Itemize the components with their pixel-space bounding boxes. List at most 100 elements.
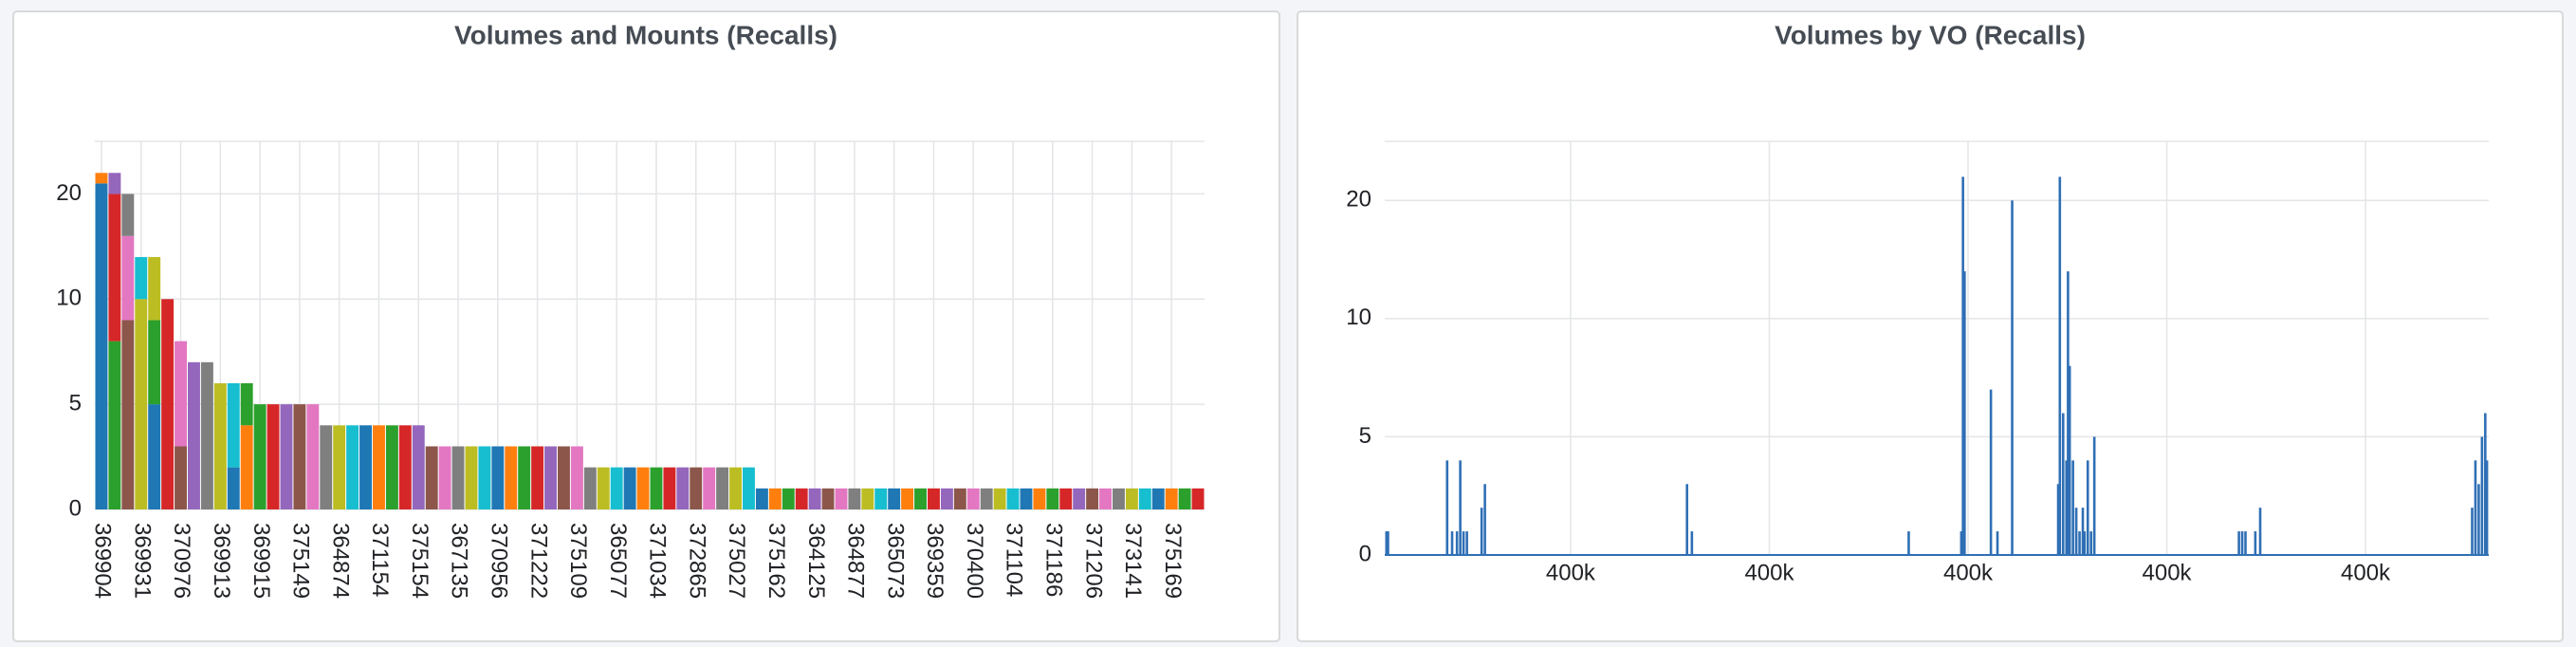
bar-segment	[729, 467, 742, 509]
bar-segment	[280, 404, 293, 509]
bar	[1387, 531, 1389, 555]
bar	[2254, 531, 2257, 555]
bar-segment	[148, 320, 161, 405]
bar-segment	[398, 425, 412, 509]
bar	[1462, 531, 1465, 555]
x-tick-label: 370956	[486, 523, 511, 599]
bar-segment	[293, 404, 306, 509]
bar	[1480, 508, 1483, 555]
bar-segment	[928, 488, 940, 509]
bar-segment	[1151, 488, 1165, 509]
bar	[2480, 436, 2484, 555]
bar-segment	[491, 446, 505, 509]
x-tick-label: 375154	[407, 523, 432, 599]
bar-segment	[861, 488, 874, 509]
bar	[2474, 460, 2477, 555]
bar-segment	[808, 488, 821, 509]
bar-segment	[95, 183, 108, 510]
bar-segment	[690, 467, 703, 509]
bar-segment	[953, 488, 966, 509]
bar	[2011, 200, 2014, 556]
bar-segment	[465, 446, 478, 509]
bar-segment	[518, 446, 531, 509]
bar-segment	[1073, 488, 1086, 509]
bar-segment	[148, 404, 161, 509]
bar	[2056, 484, 2060, 555]
bar-segment	[175, 446, 187, 509]
bar	[2244, 531, 2247, 555]
bar	[1907, 531, 1910, 555]
bar-segment	[121, 194, 135, 236]
bar	[1963, 271, 1966, 555]
x-tick-label: 375109	[565, 523, 591, 599]
chart-title: Volumes by VO (Recalls)	[1775, 20, 2086, 49]
bar	[2237, 531, 2240, 555]
bar-segment	[1099, 488, 1112, 509]
bar-segment	[636, 467, 650, 509]
bar-segment	[108, 341, 121, 509]
bar-segment	[610, 467, 623, 509]
bar	[2471, 508, 2474, 555]
bar	[2071, 460, 2074, 555]
x-tick-label: 371186	[1040, 523, 1066, 597]
bar-segment	[227, 467, 240, 509]
bar-segment	[743, 467, 755, 509]
x-tick-label: 369915	[248, 523, 274, 599]
bar	[2067, 271, 2070, 555]
bar-segment	[505, 446, 518, 509]
bar-segment	[835, 488, 848, 509]
bar-segment	[135, 299, 148, 509]
y-tick-label: 10	[56, 286, 82, 311]
bar	[2068, 365, 2071, 555]
bar-segment	[253, 404, 267, 509]
x-tick-label: 371104	[1002, 523, 1027, 597]
x-tick-label: 375169	[1160, 523, 1186, 599]
bar-segment	[1046, 488, 1059, 509]
bar-segment	[874, 488, 888, 509]
bar-segment	[993, 488, 1006, 509]
bar-segment	[135, 256, 148, 300]
bar-segment	[385, 425, 398, 509]
x-tick-label: 375162	[764, 523, 789, 599]
bar	[2074, 508, 2078, 555]
bar-segment	[821, 488, 835, 509]
bar	[2078, 531, 2081, 555]
bar-segment	[888, 488, 901, 509]
bar-segment	[597, 467, 610, 509]
x-tick-label: 371034	[645, 523, 671, 599]
bar	[2484, 413, 2487, 555]
y-tick-label: 0	[1359, 541, 1371, 566]
bar-segment	[676, 467, 690, 509]
bar	[1960, 531, 1963, 555]
bar-segment	[848, 488, 861, 509]
bar-segment	[782, 488, 795, 509]
bar-segment	[1113, 488, 1125, 509]
bar-segment	[267, 404, 280, 509]
bar	[1961, 176, 1964, 555]
bar-segment	[108, 173, 121, 194]
y-tick-label: 20	[1346, 187, 1371, 213]
bar-segment	[980, 488, 993, 509]
bar-segment	[333, 425, 346, 509]
x-tick-label: 369913	[209, 523, 234, 599]
bar-segment	[650, 467, 663, 509]
x-tick-label: 400k	[2341, 560, 2391, 585]
bar-segment	[95, 173, 108, 184]
bar-segment	[346, 425, 359, 509]
bar	[2089, 531, 2093, 555]
bar	[2061, 413, 2065, 555]
x-tick-label: 364125	[803, 523, 829, 599]
bar	[1685, 484, 1689, 555]
bar-segment	[200, 361, 213, 509]
bar-segment	[1059, 488, 1073, 509]
panel	[1297, 10, 2564, 642]
bar-segment	[240, 425, 253, 509]
bar-segment	[755, 488, 768, 509]
bar-segment	[373, 425, 385, 509]
y-tick-label: 5	[1359, 423, 1371, 449]
bar-segment	[213, 382, 227, 509]
x-tick-label: 400k	[1943, 560, 1994, 585]
bar-segment	[188, 361, 200, 509]
bar	[2086, 460, 2089, 555]
bar	[2258, 508, 2262, 555]
